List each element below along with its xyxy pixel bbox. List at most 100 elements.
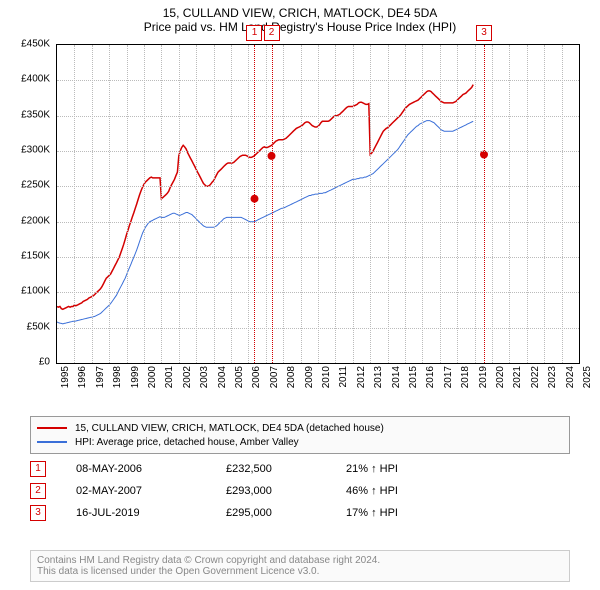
x-axis-label: 2006 xyxy=(251,366,262,388)
x-axis-label: 2023 xyxy=(547,366,558,388)
event-vline xyxy=(254,45,255,363)
gridline-v xyxy=(335,45,336,363)
gridline-v xyxy=(405,45,406,363)
x-axis-label: 1995 xyxy=(60,366,71,388)
legend-item: HPI: Average price, detached house, Ambe… xyxy=(37,435,563,449)
sale-number-box: 1 xyxy=(30,461,46,477)
legend: 15, CULLAND VIEW, CRICH, MATLOCK, DE4 5D… xyxy=(30,416,570,454)
sale-date: 08-MAY-2006 xyxy=(76,463,226,475)
footer-line1: Contains HM Land Registry data © Crown c… xyxy=(37,555,563,566)
y-axis-label: £300K xyxy=(10,145,54,156)
legend-label: HPI: Average price, detached house, Ambe… xyxy=(75,437,299,448)
y-axis-label: £100K xyxy=(10,286,54,297)
x-axis-label: 2001 xyxy=(164,366,175,388)
gridline-v xyxy=(509,45,510,363)
x-axis-label: 2000 xyxy=(147,366,158,388)
x-axis-label: 2003 xyxy=(199,366,210,388)
legend-swatch xyxy=(37,427,67,429)
x-axis-label: 1998 xyxy=(112,366,123,388)
y-axis-label: £450K xyxy=(10,39,54,50)
gridline-v xyxy=(127,45,128,363)
sale-date: 02-MAY-2007 xyxy=(76,485,226,497)
x-axis-label: 2013 xyxy=(373,366,384,388)
y-axis-label: £200K xyxy=(10,215,54,226)
sale-delta: 21% ↑ HPI xyxy=(346,463,570,475)
sale-number-box: 2 xyxy=(30,483,46,499)
gridline-v xyxy=(109,45,110,363)
x-axis-label: 2012 xyxy=(356,366,367,388)
footer-attribution: Contains HM Land Registry data © Crown c… xyxy=(30,550,570,582)
sales-table: 1 08-MAY-2006£232,50021% ↑ HPI 2 02-MAY-200… xyxy=(30,458,570,524)
footer-line2: This data is licensed under the Open Gov… xyxy=(37,566,563,577)
event-vline xyxy=(272,45,273,363)
gridline-v xyxy=(440,45,441,363)
gridline-v xyxy=(370,45,371,363)
chart-area: 123 £0 £50K £100K £150K £200K £250K £300K £350K… xyxy=(10,44,590,394)
chart-page: { "title": "15, CULLAND VIEW, CRICH, MAT… xyxy=(0,0,600,590)
gridline-v xyxy=(144,45,145,363)
gridline-v xyxy=(161,45,162,363)
gridline-v xyxy=(179,45,180,363)
gridline-v xyxy=(196,45,197,363)
y-axis-label: £350K xyxy=(10,109,54,120)
plot-area: 123 xyxy=(56,44,580,364)
x-axis-label: 1997 xyxy=(95,366,106,388)
sale-number-box: 3 xyxy=(30,505,46,521)
x-axis-label: 2008 xyxy=(286,366,297,388)
x-axis-label: 1996 xyxy=(77,366,88,388)
x-axis-label: 2019 xyxy=(478,366,489,388)
gridline-v xyxy=(74,45,75,363)
x-axis-label: 2015 xyxy=(408,366,419,388)
gridline-v xyxy=(301,45,302,363)
x-axis-label: 2005 xyxy=(234,366,245,388)
y-axis-label: £0 xyxy=(10,357,54,368)
x-axis-label: 2011 xyxy=(338,366,349,388)
gridline-v xyxy=(353,45,354,363)
gridline-v xyxy=(388,45,389,363)
sale-row: 3 16-JUL-2019£295,00017% ↑ HPI xyxy=(30,502,570,524)
event-marker: 3 xyxy=(476,25,492,41)
x-axis-label: 2017 xyxy=(443,366,454,388)
gridline-v xyxy=(562,45,563,363)
y-axis-label: £50K xyxy=(10,321,54,332)
gridline-v xyxy=(492,45,493,363)
sale-delta: 17% ↑ HPI xyxy=(346,507,570,519)
gridline-v xyxy=(214,45,215,363)
sale-price: £295,000 xyxy=(226,507,346,519)
sale-row: 2 02-MAY-2007£293,00046% ↑ HPI xyxy=(30,480,570,502)
x-axis-label: 2007 xyxy=(269,366,280,388)
gridline-v xyxy=(248,45,249,363)
gridline-v xyxy=(527,45,528,363)
x-axis-label: 2021 xyxy=(512,366,523,388)
x-axis-label: 2018 xyxy=(460,366,471,388)
gridline-v xyxy=(92,45,93,363)
x-axis-label: 2004 xyxy=(217,366,228,388)
x-axis-label: 2010 xyxy=(321,366,332,388)
y-axis-label: £150K xyxy=(10,251,54,262)
gridline-v xyxy=(231,45,232,363)
x-axis-label: 2024 xyxy=(565,366,576,388)
sale-date: 16-JUL-2019 xyxy=(76,507,226,519)
event-vline xyxy=(484,45,485,363)
x-axis-label: 2014 xyxy=(391,366,402,388)
x-axis-label: 2016 xyxy=(425,366,436,388)
gridline-v xyxy=(318,45,319,363)
chart-title: 15, CULLAND VIEW, CRICH, MATLOCK, DE4 5D… xyxy=(0,0,600,20)
x-axis-label: 1999 xyxy=(130,366,141,388)
x-axis-label: 2020 xyxy=(495,366,506,388)
gridline-v xyxy=(457,45,458,363)
x-axis-label: 2025 xyxy=(582,366,593,388)
gridline-v xyxy=(544,45,545,363)
legend-swatch xyxy=(37,441,67,443)
legend-item: 15, CULLAND VIEW, CRICH, MATLOCK, DE4 5D… xyxy=(37,421,563,435)
sale-price: £232,500 xyxy=(226,463,346,475)
x-axis-label: 2002 xyxy=(182,366,193,388)
x-axis-label: 2009 xyxy=(304,366,315,388)
sale-price: £293,000 xyxy=(226,485,346,497)
sale-delta: 46% ↑ HPI xyxy=(346,485,570,497)
x-axis-label: 2022 xyxy=(530,366,541,388)
gridline-v xyxy=(422,45,423,363)
event-marker: 2 xyxy=(264,25,280,41)
event-marker: 1 xyxy=(246,25,262,41)
y-axis-label: £250K xyxy=(10,180,54,191)
